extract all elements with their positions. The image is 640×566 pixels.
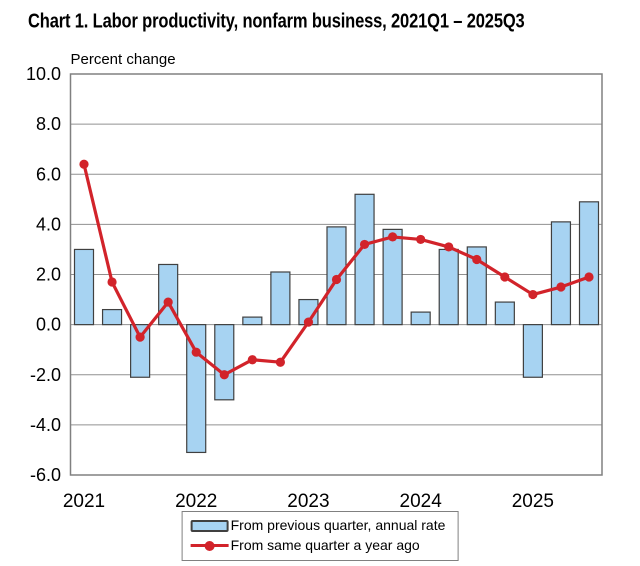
bar-2021Q1 (73, 248, 95, 326)
point-2024Q4 (500, 272, 510, 282)
bar-2021Q2 (101, 308, 123, 326)
point-2023Q2 (331, 274, 342, 285)
y-tick-label: 8.0 (36, 114, 61, 134)
bar-2022Q1 (186, 324, 207, 454)
y-tick-label: -6.0 (30, 465, 61, 485)
plot-border (69, 73, 603, 476)
point-2023Q4 (388, 232, 398, 242)
bar-2023Q3 (354, 193, 375, 326)
chart-canvas: -6.0 -4.0 -2.0 0.0 2.0 4.0 6.0 8.0 10.0 Percent c… (26, 51, 603, 512)
y-axis-title: Percent change (71, 51, 176, 68)
point-2021Q2 (107, 277, 117, 287)
point-2025Q3 (584, 272, 594, 282)
point-2022Q2 (219, 370, 229, 380)
bar-2024Q4 (494, 301, 515, 326)
point-2025Q2 (556, 282, 566, 292)
x-tick-label-2023: 2023 (287, 491, 329, 512)
y-tick-label: 2.0 (36, 265, 61, 285)
bar-2025Q2 (550, 221, 572, 326)
chart-legend: From previous quarter, annual rate From … (181, 511, 459, 561)
legend-item-year-ago: From same quarter a year ago (190, 536, 446, 555)
point-2024Q2 (444, 242, 454, 252)
point-2022Q3 (247, 355, 257, 365)
bar-2025Q3 (578, 201, 600, 326)
y-tick-label: 6.0 (36, 164, 61, 184)
y-tick-label: 4.0 (36, 214, 61, 234)
x-tick-label-2021: 2021 (63, 491, 105, 512)
bar-2023Q4 (382, 228, 403, 326)
point-2021Q3 (135, 332, 145, 342)
x-tick-label-2024: 2024 (400, 491, 443, 512)
legend-item-previous-quarter: From previous quarter, annual rate (190, 516, 446, 535)
legend-label-previous-quarter: From previous quarter, annual rate (230, 517, 446, 533)
legend-label-year-ago: From same quarter a year ago (230, 537, 420, 553)
point-2024Q3 (472, 254, 482, 265)
point-2021Q4 (163, 297, 173, 307)
point-2022Q1 (191, 347, 201, 357)
y-tick-label: -4.0 (30, 415, 61, 435)
point-2025Q1 (528, 289, 538, 300)
chart-title: Chart 1. Labor productivity, nonfarm bus… (28, 10, 525, 33)
y-tick-label: 0.0 (36, 315, 61, 335)
bar-2024Q2 (438, 248, 459, 326)
bar-2024Q1 (410, 311, 431, 326)
bar-swatch-icon (190, 519, 229, 532)
y-tick-label: 10.0 (26, 64, 61, 84)
bar-2022Q3 (242, 316, 263, 326)
bar-2022Q4 (270, 271, 291, 326)
x-tick-label-2025: 2025 (512, 491, 554, 512)
x-tick-label-2022: 2022 (175, 491, 217, 512)
line-swatch-icon (190, 540, 229, 551)
point-2023Q1 (303, 317, 314, 327)
point-2022Q4 (275, 357, 285, 367)
point-2021Q1 (79, 159, 89, 169)
point-2023Q3 (359, 239, 370, 250)
bar-2022Q2 (214, 324, 235, 401)
bar-2021Q3 (130, 324, 151, 378)
y-tick-label: -2.0 (30, 365, 61, 385)
bar-2025Q1 (522, 324, 543, 378)
bar-2024Q3 (466, 246, 487, 326)
point-2024Q1 (416, 234, 426, 245)
